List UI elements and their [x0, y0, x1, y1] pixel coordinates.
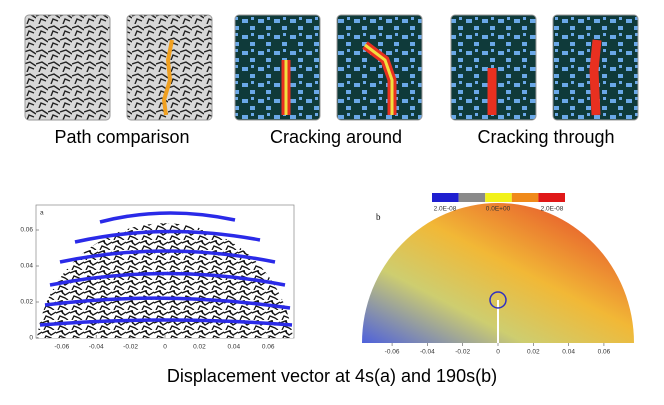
x-tick-label: -0.04: [420, 349, 435, 356]
colorbar-label: 0.0E+00: [486, 206, 511, 213]
x-tick-label: 0.04: [227, 344, 240, 351]
caption: Displacement vector at 4s(a) and 190s(b): [167, 366, 497, 386]
panel-label: Cracking around: [270, 127, 402, 147]
y-tick-label: 0.02: [20, 299, 33, 306]
y-tick-label: 0: [29, 335, 33, 342]
displacement-bands: [39, 211, 293, 327]
x-tick-label: 0.02: [193, 344, 206, 351]
x-tick-label: 0: [163, 344, 167, 351]
x-tick-label: -0.02: [455, 349, 470, 356]
y-tick-label: 0.04: [20, 263, 33, 270]
displacement-field: [362, 203, 634, 343]
x-tick-label: 0.02: [527, 349, 540, 356]
x-tick-label: 0.04: [562, 349, 575, 356]
colorbar-swatch: [538, 193, 565, 202]
crack-field: [37, 223, 293, 338]
x-tick-label: 0.06: [262, 344, 275, 351]
thumbnail: [336, 14, 423, 121]
panel-letter: a: [40, 210, 44, 217]
x-tick-label: 0: [496, 349, 500, 356]
panel-letter: b: [376, 212, 381, 222]
plot-b: b -0.06 -0.04 -0.02 0 0.02 0.04 0.06 2.0E-08 0.0…: [362, 193, 634, 356]
colorbar-swatch: [511, 193, 539, 202]
x-tick-label: -0.06: [385, 349, 400, 356]
y-tick-label: 0.06: [20, 227, 33, 234]
panel-label: Cracking through: [477, 127, 614, 147]
colorbar-label: 2.0E-08: [434, 206, 457, 213]
panel-label: Path comparison: [54, 127, 189, 147]
x-tick-label: -0.04: [89, 344, 104, 351]
thumbnails: [24, 14, 639, 121]
x-tick-label: -0.02: [123, 344, 138, 351]
colorbar-swatch: [485, 193, 512, 202]
x-tick-label: -0.06: [54, 344, 69, 351]
colorbar-label: 2.0E-08: [541, 206, 564, 213]
thumbnail: [24, 14, 111, 121]
x-tick-label: 0.06: [598, 349, 611, 356]
thumbnail: [450, 14, 537, 121]
plot-a: a -0.06 -0.04 -0.02 0 0.02 0.04 0.06 0 0.02 0.04 0…: [20, 204, 295, 351]
colorbar-swatch: [458, 193, 486, 202]
thumbnail: [234, 14, 321, 121]
colorbar-swatch: [432, 193, 459, 202]
